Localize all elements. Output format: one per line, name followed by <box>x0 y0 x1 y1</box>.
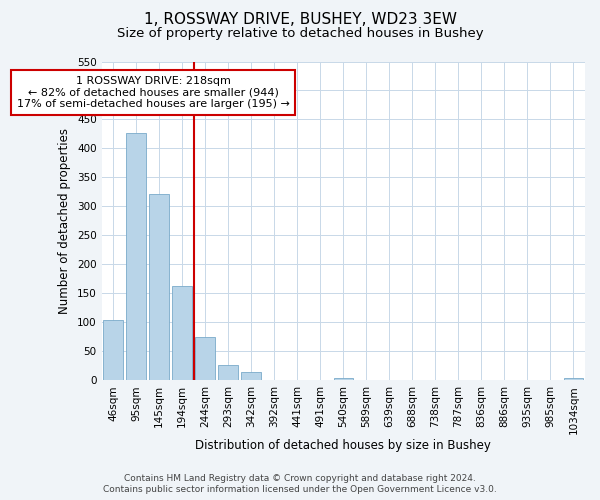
Text: Contains HM Land Registry data © Crown copyright and database right 2024.
Contai: Contains HM Land Registry data © Crown c… <box>103 474 497 494</box>
Bar <box>149 194 169 380</box>
Bar <box>241 372 261 380</box>
Bar <box>218 365 238 380</box>
X-axis label: Distribution of detached houses by size in Bushey: Distribution of detached houses by size … <box>196 440 491 452</box>
Bar <box>564 378 583 380</box>
Bar <box>127 133 146 380</box>
Y-axis label: Number of detached properties: Number of detached properties <box>58 128 71 314</box>
Bar <box>172 286 192 380</box>
Bar <box>334 378 353 380</box>
Bar <box>103 320 123 380</box>
Text: Size of property relative to detached houses in Bushey: Size of property relative to detached ho… <box>116 28 484 40</box>
Text: 1 ROSSWAY DRIVE: 218sqm
← 82% of detached houses are smaller (944)
17% of semi-d: 1 ROSSWAY DRIVE: 218sqm ← 82% of detache… <box>17 76 290 109</box>
Text: 1, ROSSWAY DRIVE, BUSHEY, WD23 3EW: 1, ROSSWAY DRIVE, BUSHEY, WD23 3EW <box>143 12 457 28</box>
Bar <box>196 337 215 380</box>
